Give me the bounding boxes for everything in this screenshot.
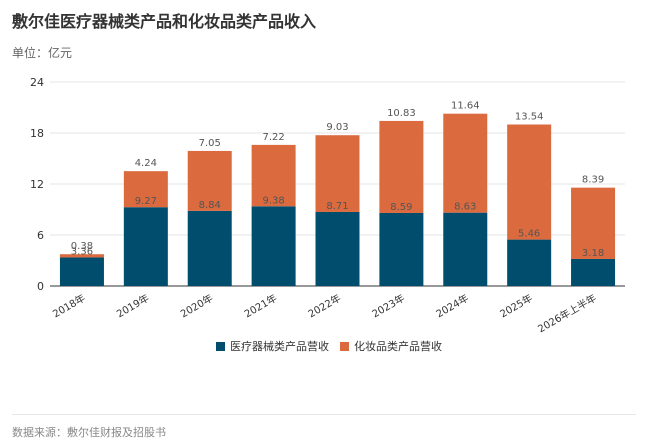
bar-segment-medical [571,258,616,286]
data-label-medical: 9.27 [135,196,157,207]
bar-segment-cosmetics [123,171,168,208]
unit-label: 单位：亿元 [12,46,73,60]
x-tick-label: 2022年 [306,291,343,320]
bar-segment-cosmetics [315,135,360,212]
data-label-cosmetics: 7.22 [262,132,284,143]
bar-segment-medical [59,257,104,286]
data-label-cosmetics: 13.54 [515,112,544,123]
data-label-medical: 8.84 [199,200,221,211]
y-tick-label: 6 [37,229,44,242]
x-tick-label: 2019年 [114,291,151,320]
bar-segment-cosmetics [59,254,104,258]
bar-segment-medical [123,207,168,286]
data-label-cosmetics: 8.39 [582,175,604,186]
data-label-cosmetics: 4.24 [135,158,157,169]
legend-label-medical: 医疗器械类产品营收 [230,339,329,353]
x-tick-label: 2024年 [434,291,471,320]
x-tick-label: 2023年 [370,291,407,320]
bar-segment-medical [315,211,360,286]
data-label-medical: 5.46 [518,229,540,240]
bar-segment-cosmetics [443,113,488,213]
data-label-cosmetics: 9.03 [326,122,348,133]
chart-title: 敷尔佳医疗器械类产品和化妆品类产品收入 [12,12,317,31]
bar-segment-medical [251,206,296,286]
x-tick-label: 2020年 [178,291,215,320]
bar-segment-cosmetics [187,150,232,211]
bar-segment-cosmetics [251,144,296,207]
y-tick-label: 18 [30,127,44,140]
x-tick-label: 2018年 [50,291,87,320]
legend-swatch-medical [216,342,225,351]
bar-segment-cosmetics [507,124,552,240]
data-label-cosmetics: 11.64 [451,101,480,112]
source-note: 数据来源：敷尔佳财报及招股书 [12,426,166,439]
x-tick-label: 2026年上半年 [535,291,598,335]
bar-segment-medical [507,239,552,286]
bar-segment-cosmetics [571,187,616,259]
y-tick-label: 12 [30,178,44,191]
data-label-cosmetics: 10.83 [387,108,416,119]
bar-segment-cosmetics [379,120,424,213]
data-label-medical: 8.71 [326,201,348,212]
bar-segment-medical [379,212,424,286]
footer-divider [12,414,636,415]
data-label-medical: 8.59 [390,202,412,213]
y-tick-label: 0 [37,280,44,293]
data-label-cosmetics: 7.05 [199,138,221,149]
bar-segment-medical [187,210,232,286]
x-tick-label: 2025年 [497,291,534,320]
x-tick-label: 2021年 [242,291,279,320]
data-label-cosmetics: 0.38 [71,241,93,252]
data-label-medical: 3.18 [582,248,604,259]
data-label-medical: 9.38 [262,195,284,206]
data-label-medical: 3.36 [71,246,93,257]
y-tick-label: 24 [30,76,44,89]
data-label-medical: 8.63 [454,202,476,213]
bar-segment-medical [443,212,488,286]
legend-swatch-cosmetics [340,342,349,351]
legend-label-cosmetics: 化妆品类产品营收 [354,339,442,353]
